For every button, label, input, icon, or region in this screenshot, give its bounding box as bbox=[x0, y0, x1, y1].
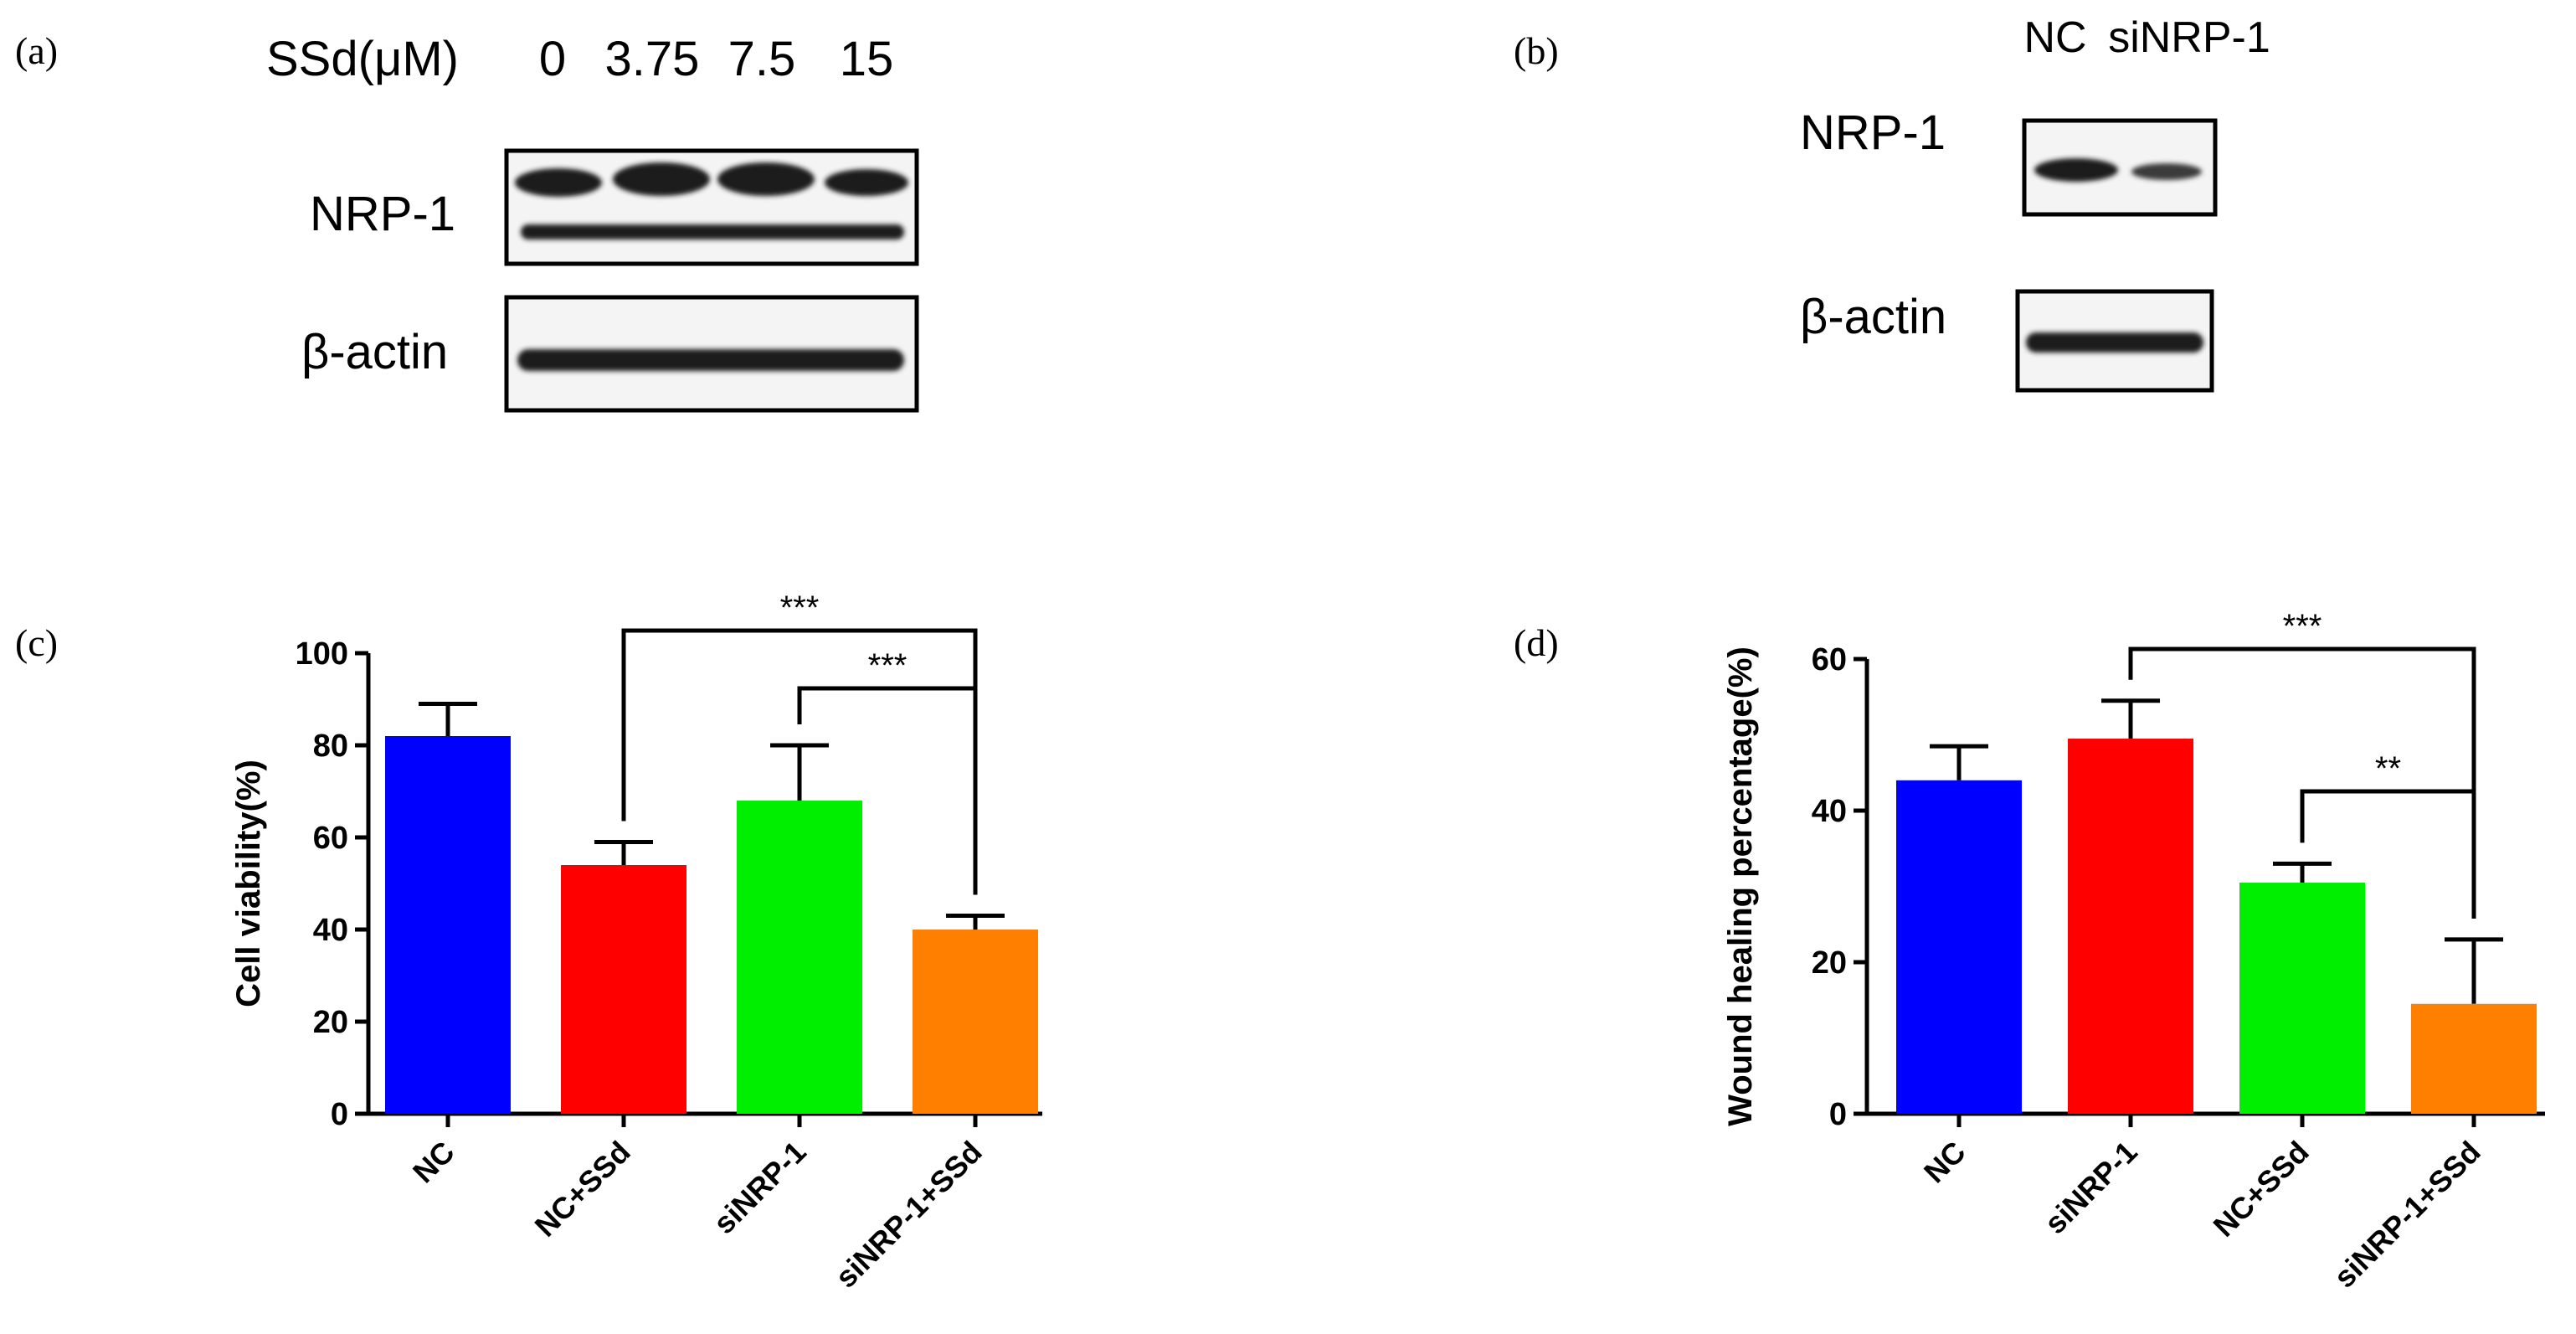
panel-b-label: (b) bbox=[1514, 29, 1559, 72]
y-tick-label: 40 bbox=[313, 913, 348, 948]
panel-c-label: (c) bbox=[15, 621, 58, 664]
band bbox=[2131, 163, 2202, 180]
bar bbox=[2411, 1003, 2537, 1114]
x-tick-label: NC bbox=[406, 1135, 461, 1190]
blot-label-nrp1-b: NRP-1 bbox=[1800, 106, 1946, 160]
significance-bracket bbox=[2128, 646, 2476, 919]
bar bbox=[913, 930, 1038, 1114]
bar bbox=[385, 736, 511, 1114]
concentration-0: 0 bbox=[539, 32, 566, 86]
ssd-concentration-label: SSd(μM) bbox=[266, 32, 459, 86]
band bbox=[2034, 158, 2118, 182]
panel-c: (c) 0 20 40 60 80 100 Cell viability(%) NC NC+SS… bbox=[15, 590, 1042, 1295]
significance-bracket bbox=[2300, 789, 2476, 919]
concentration-15: 15 bbox=[840, 32, 894, 86]
significance-stars: *** bbox=[780, 590, 820, 626]
y-tick-label: 100 bbox=[296, 636, 348, 672]
chart-wound-healing: 0 20 40 60 Wound healing percentage(%) NC siNR… bbox=[1722, 608, 2545, 1295]
y-axis-title: Cell viability(%) bbox=[230, 760, 267, 1007]
lane-label-sinrp1: siNRP-1 bbox=[2108, 13, 2270, 62]
bar bbox=[1896, 780, 2022, 1114]
y-tick-label: 60 bbox=[1812, 642, 1847, 677]
y-tick-label: 20 bbox=[313, 1005, 348, 1040]
band bbox=[2026, 332, 2203, 353]
y-tick-label: 0 bbox=[331, 1097, 348, 1132]
blot-label-actin-b: β-actin bbox=[1800, 290, 1946, 344]
x-tick-label: siNRP-1 bbox=[707, 1135, 813, 1241]
blot-a-actin bbox=[504, 295, 919, 413]
x-tick-label: siNRP-1 bbox=[2038, 1135, 2144, 1241]
band bbox=[717, 162, 815, 196]
significance-stars: *** bbox=[2283, 608, 2322, 645]
y-tick-label: 0 bbox=[1829, 1097, 1847, 1132]
band bbox=[825, 169, 908, 196]
y-axis-title: Wound healing percentage(%) bbox=[1722, 646, 1759, 1126]
lane-label-nc: NC bbox=[2023, 13, 2086, 62]
bar bbox=[2068, 739, 2193, 1114]
x-tick-label: NC+SSd bbox=[2207, 1135, 2316, 1244]
x-tick-label: NC bbox=[1917, 1135, 1972, 1190]
chart-cell-viability: 0 20 40 60 80 100 Cell viability(%) NC NC+SSd siN… bbox=[230, 590, 1042, 1295]
band bbox=[517, 349, 904, 371]
blot-a-nrp1 bbox=[504, 148, 919, 266]
blot-b-actin bbox=[2015, 289, 2214, 393]
y-tick-label: 40 bbox=[1812, 794, 1847, 829]
blot-frame bbox=[504, 148, 919, 266]
band bbox=[521, 224, 904, 240]
band bbox=[613, 162, 710, 196]
panel-d-label: (d) bbox=[1514, 621, 1559, 664]
y-tick-label: 60 bbox=[313, 821, 348, 856]
bar bbox=[737, 801, 862, 1114]
band bbox=[515, 168, 602, 197]
blot-b-nrp1 bbox=[2022, 118, 2218, 217]
significance-stars: *** bbox=[868, 647, 908, 684]
y-tick-label: 20 bbox=[1812, 945, 1847, 981]
bar bbox=[561, 865, 686, 1114]
panel-a-label: (a) bbox=[15, 29, 58, 72]
y-tick-label: 80 bbox=[313, 729, 348, 764]
bar bbox=[2239, 882, 2365, 1114]
concentration-3-75: 3.75 bbox=[605, 32, 700, 86]
significance-stars: ** bbox=[2375, 750, 2401, 787]
x-tick-label: NC+SSd bbox=[528, 1135, 637, 1244]
x-tick-label: siNRP-1+SSd bbox=[2327, 1135, 2487, 1295]
panel-a: (a) SSd(μM) 0 3.75 7.5 15 NRP-1 β-actin bbox=[15, 29, 919, 413]
concentration-7-5: 7.5 bbox=[728, 32, 796, 86]
blot-label-actin: β-actin bbox=[301, 325, 448, 379]
blot-label-nrp1: NRP-1 bbox=[310, 187, 455, 241]
panel-d: (d) 0 20 40 60 Wound healing percentage(%) NC… bbox=[1514, 608, 2545, 1295]
significance-bracket bbox=[797, 686, 978, 895]
x-tick-label: siNRP-1+SSd bbox=[829, 1135, 989, 1295]
panel-b: (b) NC siNRP-1 NRP-1 β-actin bbox=[1514, 13, 2270, 393]
